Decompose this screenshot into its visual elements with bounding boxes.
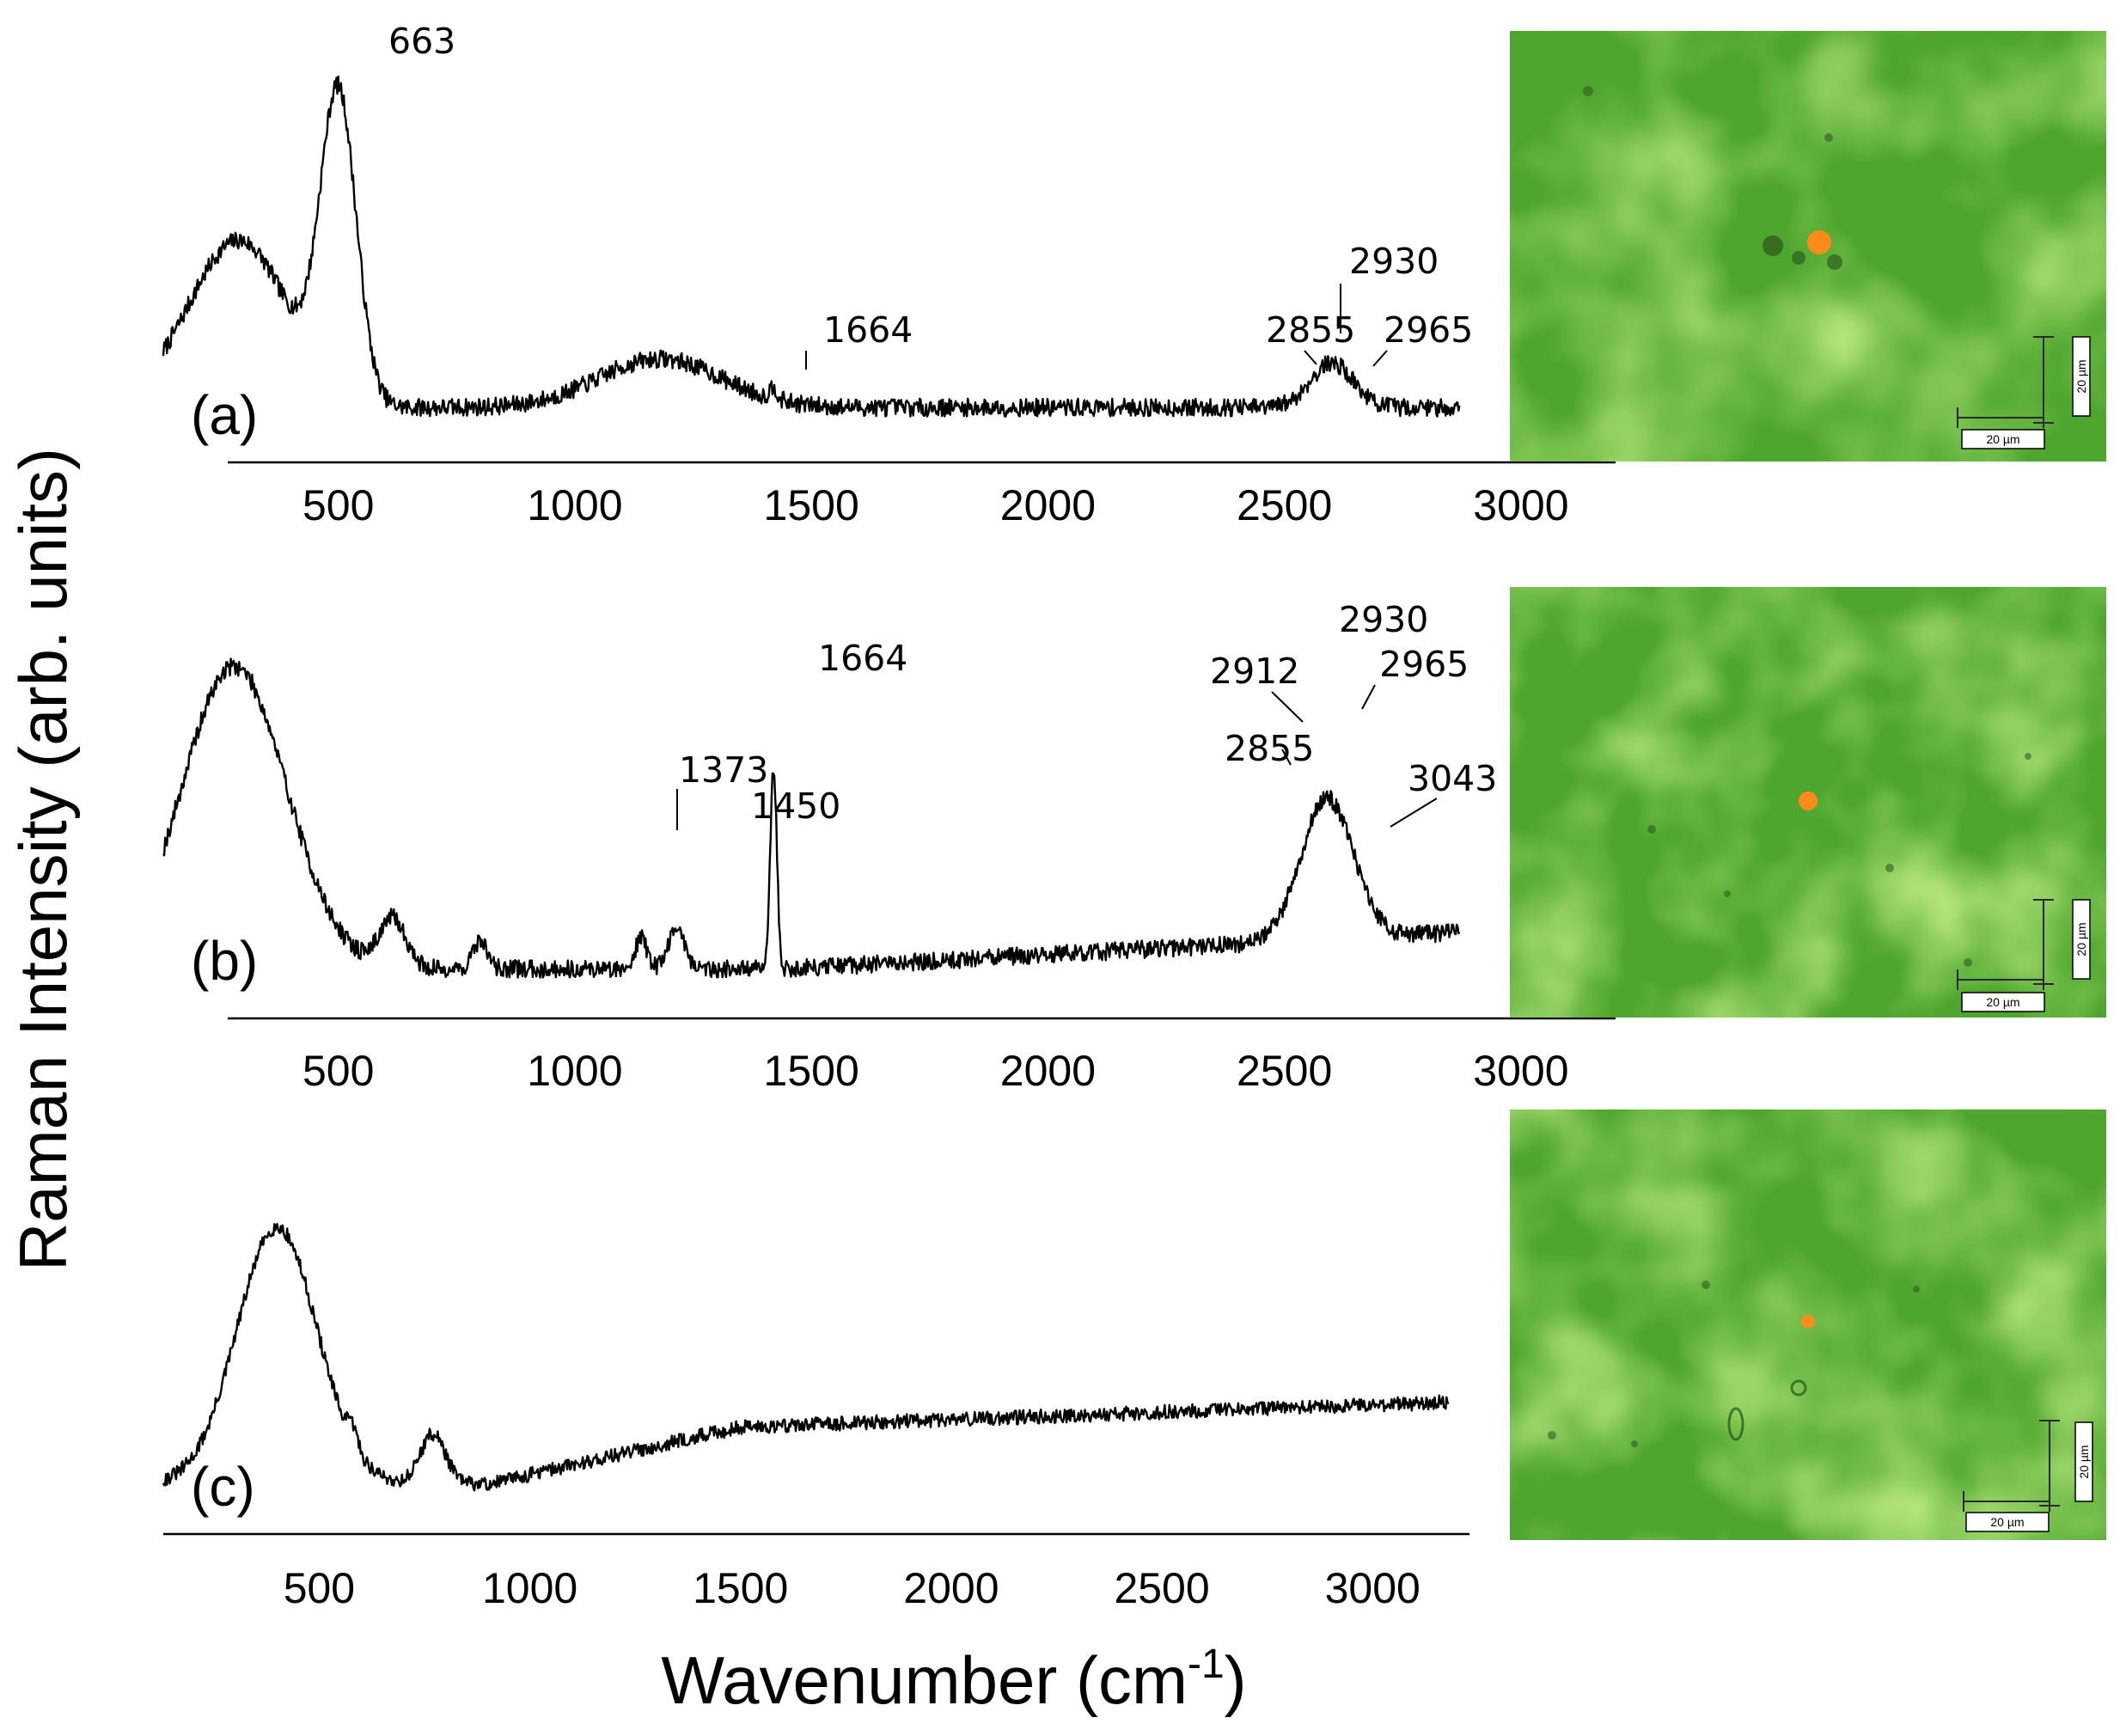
spectrum-line: [162, 657, 1461, 979]
peak-label: 1664: [818, 638, 907, 679]
scale-bar: 20 µm 20 µm: [1963, 1420, 2093, 1532]
panel-label: (a): [191, 384, 258, 446]
peak-label: 1664: [823, 309, 913, 351]
x-tick-label: 3000: [1473, 481, 1568, 529]
peak-leader-line: [1281, 749, 1292, 766]
x-tick-label: 500: [302, 1047, 374, 1095]
laser-spot: [1801, 1315, 1815, 1329]
scale-bar-label-vertical: 20 µm: [2077, 1445, 2091, 1478]
panel-label: (b): [191, 930, 258, 992]
x-tick-label: 1500: [764, 1047, 859, 1095]
x-tick-label: 2500: [1237, 1047, 1332, 1095]
x-tick-label: 1500: [693, 1564, 788, 1612]
x-tick-label: 3000: [1325, 1564, 1420, 1612]
x-tick-label: 1000: [527, 1047, 622, 1095]
peak-label: 2965: [1379, 644, 1469, 685]
peak-label: 2855: [1266, 309, 1355, 351]
x-tick-label: 2500: [1114, 1564, 1209, 1612]
peak-leader-line: [1372, 350, 1388, 367]
micrograph-c: 20 µm 20 µm: [1510, 1109, 2106, 1540]
scale-bar-label-vertical: 20 µm: [2074, 359, 2088, 393]
peak-label: 2912: [1210, 651, 1299, 692]
peak-label: 2930: [1339, 599, 1428, 640]
peak-label: 2930: [1349, 241, 1439, 282]
spectrum-line: [162, 75, 1461, 418]
peak-leader-line: [1361, 684, 1376, 710]
x-tick-label: 1500: [764, 481, 859, 529]
panel-a: 500 1000 1500 2000 2500 3000 (a) 663 1664 2855 293…: [162, 21, 1616, 529]
peak-label: 1373: [679, 749, 768, 791]
x-tick-label: 2000: [1000, 481, 1096, 529]
scale-bar-label-horizontal: 20 µm: [1990, 1515, 2024, 1529]
peak-label: 663: [388, 21, 455, 62]
micrograph-b: 20 µm 20 µm: [1510, 587, 2106, 1018]
peak-leader-line: [1304, 350, 1317, 365]
x-tick-label: 500: [284, 1564, 355, 1612]
x-tick-label: 1000: [482, 1564, 577, 1612]
scale-bar-label-horizontal: 20 µm: [1986, 995, 2019, 1009]
x-tick-label: 2000: [1000, 1047, 1096, 1095]
scale-bar: 20 µm 20 µm: [1957, 899, 2091, 1012]
peak-label: 2855: [1225, 728, 1314, 769]
y-axis-label: Raman Intensity (arb. units): [5, 448, 81, 1271]
peak-label: 1450: [751, 785, 840, 827]
peak-leader-line: [1271, 691, 1304, 723]
peak-label: 3043: [1408, 758, 1497, 799]
panel-label: (c): [191, 1456, 255, 1518]
x-tick-label: 2500: [1237, 481, 1332, 529]
laser-spot: [1799, 792, 1818, 810]
spectrum-line: [162, 1223, 1450, 1492]
x-tick-label: 3000: [1473, 1047, 1568, 1095]
peak-leader-line: [1390, 798, 1438, 828]
x-axis-label: Wavenumber (cm-1): [661, 1641, 1246, 1718]
x-tick-label: 2000: [903, 1564, 999, 1612]
x-tick-label: 500: [302, 481, 374, 529]
x-tick-label: 1000: [527, 481, 622, 529]
scale-bar-label-vertical: 20 µm: [2074, 922, 2088, 956]
laser-spot: [1807, 230, 1831, 254]
peak-label: 2965: [1384, 309, 1473, 351]
micrograph-a: 20 µm 20 µm: [1510, 31, 2106, 462]
scale-bar-label-horizontal: 20 µm: [1986, 432, 2019, 446]
panel-c: 500 1000 1500 2000 2500 3000 (c): [162, 1223, 1469, 1612]
scale-bar: 20 µm 20 µm: [1957, 336, 2091, 449]
